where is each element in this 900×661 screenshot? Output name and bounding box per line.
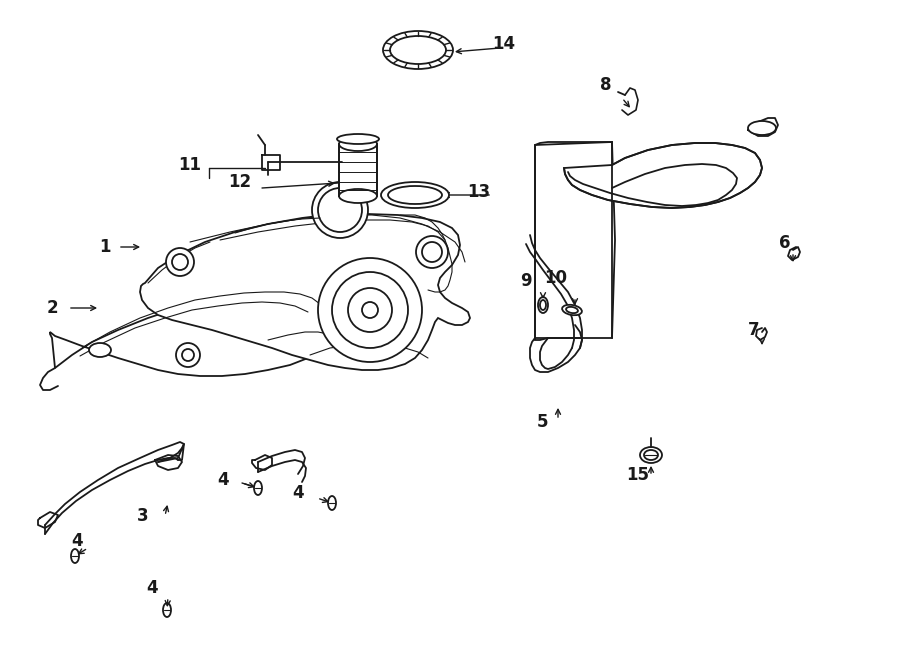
Ellipse shape xyxy=(337,134,379,144)
Text: 10: 10 xyxy=(544,269,568,287)
Text: 8: 8 xyxy=(600,76,612,94)
Text: 5: 5 xyxy=(537,413,549,431)
Circle shape xyxy=(422,242,442,262)
Circle shape xyxy=(332,272,408,348)
Text: 3: 3 xyxy=(137,507,148,525)
Circle shape xyxy=(312,182,368,238)
Ellipse shape xyxy=(388,186,442,204)
Circle shape xyxy=(318,188,362,232)
Text: 4: 4 xyxy=(71,532,83,550)
Polygon shape xyxy=(140,214,470,370)
Text: 7: 7 xyxy=(748,321,760,339)
Polygon shape xyxy=(564,143,762,208)
Polygon shape xyxy=(535,142,612,338)
Polygon shape xyxy=(339,144,377,196)
Circle shape xyxy=(362,302,378,318)
Ellipse shape xyxy=(640,447,662,463)
Ellipse shape xyxy=(644,450,658,460)
Ellipse shape xyxy=(748,121,776,135)
Ellipse shape xyxy=(339,189,377,203)
Text: 13: 13 xyxy=(467,183,491,201)
Circle shape xyxy=(416,236,448,268)
Ellipse shape xyxy=(383,31,453,69)
Ellipse shape xyxy=(381,182,449,208)
Polygon shape xyxy=(535,142,615,340)
Text: 12: 12 xyxy=(229,173,252,191)
Circle shape xyxy=(318,258,422,362)
Circle shape xyxy=(182,349,194,361)
Circle shape xyxy=(176,343,200,367)
Ellipse shape xyxy=(328,496,336,510)
Polygon shape xyxy=(50,290,358,376)
Ellipse shape xyxy=(71,549,79,563)
Ellipse shape xyxy=(540,300,546,310)
Text: 4: 4 xyxy=(292,484,304,502)
Ellipse shape xyxy=(163,603,171,617)
Text: 4: 4 xyxy=(217,471,229,489)
Circle shape xyxy=(166,248,194,276)
Text: 9: 9 xyxy=(520,272,532,290)
Text: 6: 6 xyxy=(779,234,791,252)
Ellipse shape xyxy=(562,305,582,315)
Text: 4: 4 xyxy=(146,579,158,597)
Text: 14: 14 xyxy=(492,35,516,53)
Text: 11: 11 xyxy=(178,156,202,174)
Ellipse shape xyxy=(254,481,262,495)
Ellipse shape xyxy=(390,36,446,64)
Ellipse shape xyxy=(538,297,548,313)
Text: 15: 15 xyxy=(626,466,650,484)
Text: 1: 1 xyxy=(99,238,111,256)
Ellipse shape xyxy=(566,307,578,313)
Circle shape xyxy=(348,288,392,332)
Ellipse shape xyxy=(89,343,111,357)
Text: 2: 2 xyxy=(46,299,58,317)
Ellipse shape xyxy=(339,137,377,151)
Circle shape xyxy=(172,254,188,270)
